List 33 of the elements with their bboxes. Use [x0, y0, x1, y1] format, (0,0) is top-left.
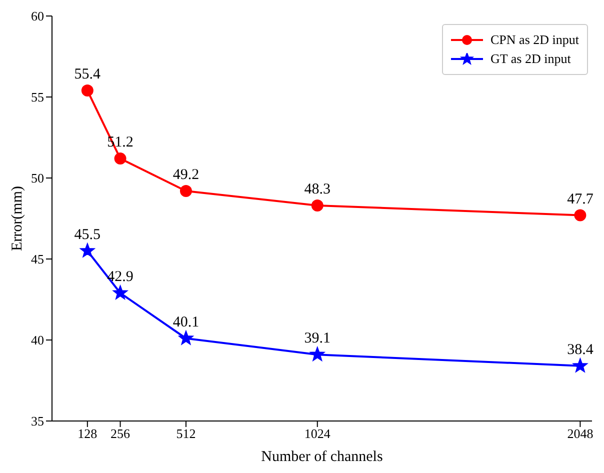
- legend-label: CPN as 2D input: [490, 32, 579, 48]
- point: [112, 285, 128, 300]
- y-tick-label: 40: [31, 332, 44, 348]
- point: [178, 330, 194, 345]
- point: [80, 243, 95, 258]
- y-tick-label: 45: [31, 252, 44, 267]
- data-label: 47.7: [567, 191, 594, 208]
- data-label: 55.4: [74, 66, 102, 83]
- data-label: 40.1: [172, 314, 200, 330]
- point: [574, 209, 586, 222]
- point: [310, 346, 325, 361]
- point: [180, 184, 192, 197]
- data-label: 45.5: [74, 226, 101, 243]
- data-label: 49.2: [172, 166, 200, 183]
- y-tick-label: 50: [31, 170, 44, 186]
- x-tick-label: 2048: [567, 426, 594, 442]
- x-axis-title: Number of channels: [261, 449, 383, 465]
- data-label: 39.1: [304, 330, 331, 347]
- legend-label: GT as 2D input: [490, 51, 571, 67]
- x-tick-label: 256: [110, 426, 131, 442]
- data-label: 48.3: [304, 182, 331, 198]
- point: [81, 84, 94, 97]
- y-tick-label: 60: [31, 8, 44, 24]
- point: [572, 358, 588, 372]
- x-tick-label: 1024: [304, 426, 331, 442]
- point: [114, 152, 126, 165]
- point: [311, 200, 324, 212]
- y-axis-title: Error(mm): [9, 186, 26, 251]
- x-tick-label: 512: [176, 426, 196, 442]
- y-tick-label: 55: [31, 90, 44, 105]
- data-label: 38.4: [567, 342, 594, 358]
- x-tick-label: 128: [78, 426, 98, 442]
- y-tick-label: 35: [31, 414, 44, 429]
